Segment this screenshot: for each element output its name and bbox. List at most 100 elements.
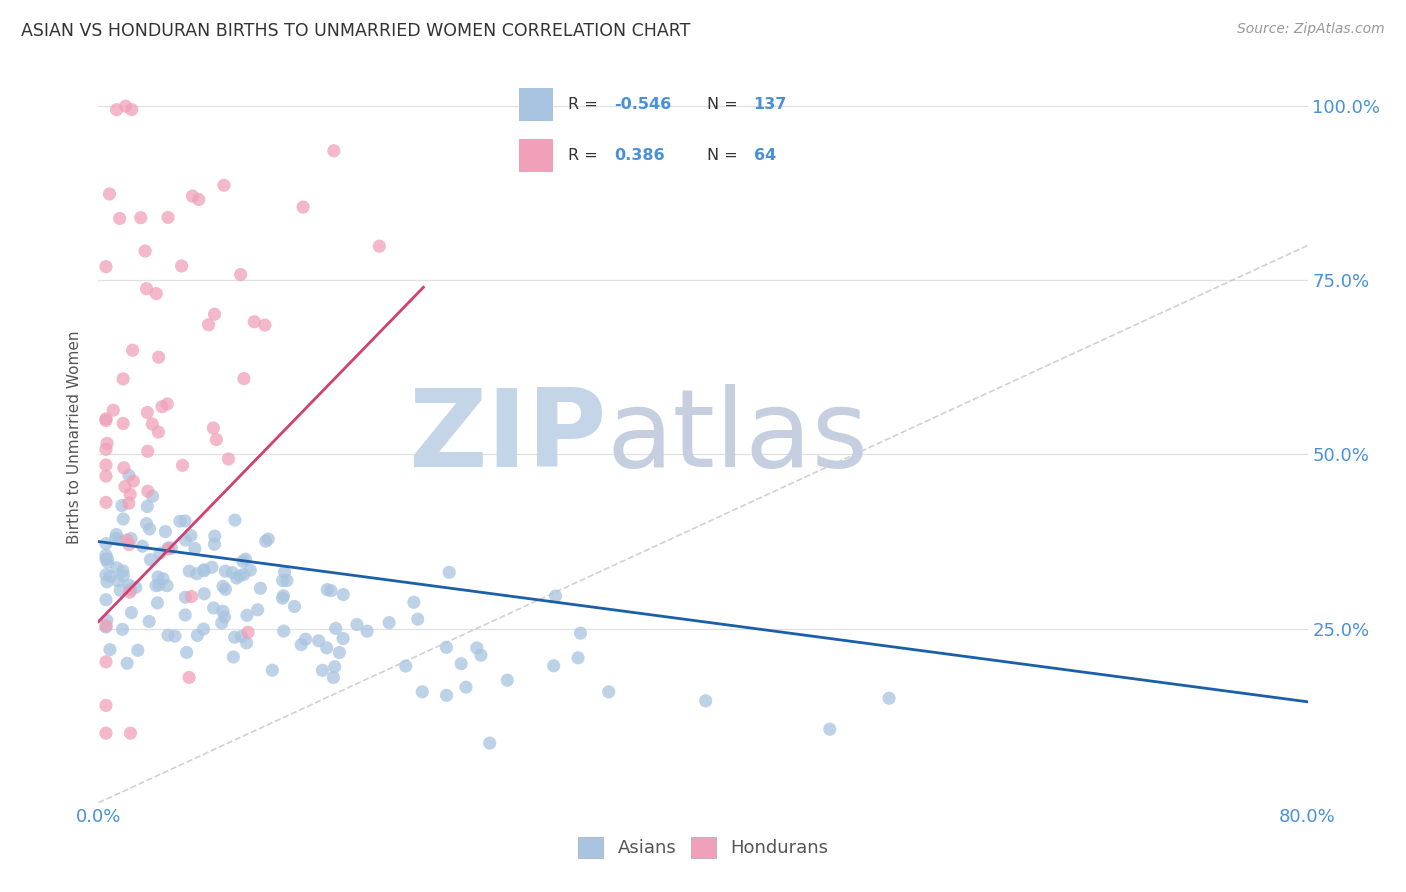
Point <box>138 522 160 536</box>
Point <box>97 555 120 569</box>
Text: R =: R = <box>568 148 603 163</box>
Point <box>157 541 180 555</box>
Point <box>141 489 163 503</box>
Point <box>148 350 170 364</box>
Point <box>105 527 128 541</box>
Point <box>115 657 138 671</box>
Point <box>478 736 501 750</box>
Point <box>156 628 179 642</box>
Point <box>118 578 141 592</box>
Point <box>94 548 117 562</box>
Point <box>232 554 254 568</box>
Point <box>184 541 207 556</box>
Point <box>105 103 128 117</box>
Point <box>94 726 117 740</box>
Point <box>204 529 226 543</box>
Point <box>228 569 250 583</box>
Point <box>179 670 201 684</box>
Point <box>181 189 204 203</box>
Point <box>224 513 246 527</box>
Point <box>141 417 163 431</box>
Point <box>235 636 257 650</box>
Point <box>135 282 157 296</box>
Point <box>222 650 245 665</box>
Point <box>136 484 159 499</box>
Point <box>148 578 170 592</box>
Point <box>170 259 193 273</box>
Point <box>292 200 315 214</box>
Point <box>323 659 346 673</box>
Point <box>94 260 117 274</box>
Point <box>169 514 191 528</box>
Point <box>232 371 254 385</box>
Point <box>160 541 183 555</box>
Point <box>231 629 253 643</box>
Point <box>325 621 347 635</box>
Point <box>107 533 129 547</box>
Text: 64: 64 <box>754 148 776 163</box>
Text: Source: ZipAtlas.com: Source: ZipAtlas.com <box>1237 22 1385 37</box>
Text: ASIAN VS HONDURAN BIRTHS TO UNMARRIED WOMEN CORRELATION CHART: ASIAN VS HONDURAN BIRTHS TO UNMARRIED WO… <box>21 22 690 40</box>
Point <box>112 372 135 386</box>
Point <box>214 610 236 624</box>
Point <box>98 186 121 201</box>
Point <box>186 566 208 581</box>
Point <box>98 642 121 657</box>
Point <box>94 567 117 582</box>
Point <box>108 583 131 598</box>
Point <box>201 560 224 574</box>
FancyBboxPatch shape <box>519 139 553 172</box>
Point <box>569 626 592 640</box>
Point <box>155 524 177 539</box>
Point <box>193 622 215 636</box>
Point <box>436 689 458 703</box>
Point <box>94 592 117 607</box>
Point <box>107 574 129 588</box>
Point <box>94 495 117 509</box>
Point <box>114 480 136 494</box>
Point <box>193 564 215 578</box>
Point <box>136 405 159 419</box>
Point <box>271 591 294 606</box>
Point <box>94 413 117 427</box>
Point <box>328 646 350 660</box>
Point <box>136 500 159 514</box>
Point <box>411 685 433 699</box>
Point <box>332 632 354 646</box>
Point <box>193 563 215 577</box>
Point <box>204 307 226 321</box>
Point <box>290 638 312 652</box>
Point <box>136 444 159 458</box>
Point <box>368 239 391 253</box>
Point <box>118 538 141 552</box>
Point <box>271 574 294 588</box>
Point <box>129 211 152 225</box>
Point <box>114 99 136 113</box>
Point <box>470 648 492 663</box>
Point <box>94 620 117 634</box>
Point <box>127 643 149 657</box>
Point <box>316 582 339 597</box>
Point <box>96 436 118 450</box>
Point <box>212 579 235 593</box>
Text: -0.546: -0.546 <box>614 97 672 112</box>
Point <box>94 458 117 472</box>
Point <box>135 516 157 531</box>
Point <box>112 512 135 526</box>
Point <box>246 603 269 617</box>
Point <box>111 499 134 513</box>
Point <box>120 487 142 501</box>
Point <box>378 615 401 630</box>
Point <box>150 400 173 414</box>
Point <box>156 211 179 225</box>
Point <box>111 623 134 637</box>
Point <box>94 698 117 713</box>
Point <box>224 630 246 644</box>
Point <box>253 318 276 332</box>
Point <box>273 624 295 639</box>
Point <box>204 537 226 551</box>
Point <box>212 178 235 193</box>
Point <box>172 458 194 473</box>
Point <box>103 403 125 417</box>
Y-axis label: Births to Unmarried Women: Births to Unmarried Women <box>67 330 83 544</box>
